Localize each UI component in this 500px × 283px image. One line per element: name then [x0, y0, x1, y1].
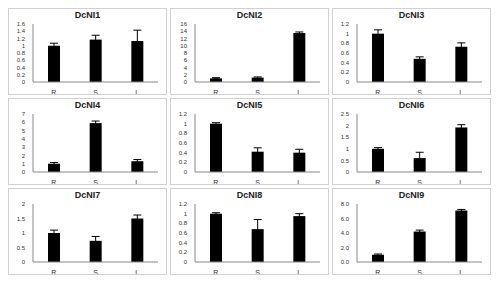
svg-text:2: 2: [346, 123, 350, 129]
svg-text:1.2: 1.2: [341, 21, 350, 27]
svg-text:L: L: [459, 179, 463, 184]
svg-text:1.5: 1.5: [341, 134, 350, 140]
svg-text:0.6: 0.6: [17, 57, 26, 63]
svg-text:0: 0: [346, 169, 350, 175]
svg-text:L: L: [135, 179, 139, 184]
svg-text:0.8: 0.8: [179, 220, 188, 226]
svg-text:2: 2: [22, 201, 26, 207]
svg-text:L: L: [297, 269, 301, 274]
svg-text:R: R: [213, 179, 218, 184]
svg-text:0.2: 0.2: [17, 72, 26, 78]
svg-text:S: S: [93, 179, 98, 184]
svg-text:R: R: [51, 269, 56, 274]
svg-text:1: 1: [184, 211, 188, 217]
svg-text:8: 8: [184, 50, 188, 56]
svg-text:1: 1: [22, 43, 26, 49]
svg-text:16: 16: [180, 21, 187, 27]
svg-text:14: 14: [180, 28, 187, 34]
svg-text:0.8: 0.8: [179, 130, 188, 136]
svg-text:R: R: [51, 89, 56, 94]
svg-text:4.0: 4.0: [341, 230, 350, 236]
svg-text:L: L: [135, 89, 139, 94]
svg-text:6.0: 6.0: [341, 216, 350, 222]
html-text:DcNI8: DcNI8: [236, 190, 263, 200]
svg-text:0.4: 0.4: [17, 65, 26, 71]
svg-text:R: R: [375, 269, 380, 274]
svg-text:1: 1: [22, 230, 26, 236]
svg-text:1: 1: [184, 121, 188, 127]
svg-text:0.4: 0.4: [179, 240, 188, 246]
svg-text:0.5: 0.5: [341, 158, 350, 164]
svg-text:0: 0: [22, 259, 26, 265]
svg-text:0: 0: [184, 259, 188, 265]
svg-text:8.0: 8.0: [341, 201, 350, 207]
svg-text:4: 4: [184, 65, 188, 71]
svg-text:7: 7: [22, 111, 26, 117]
svg-text:L: L: [297, 179, 301, 184]
svg-text:0.6: 0.6: [179, 140, 188, 146]
svg-text:1: 1: [346, 31, 350, 37]
svg-text:0: 0: [22, 79, 26, 85]
svg-text:0: 0: [22, 169, 26, 175]
svg-text:0.2: 0.2: [179, 159, 188, 165]
svg-text:2: 2: [184, 72, 188, 78]
html-text:DcNI4: DcNI4: [74, 100, 101, 110]
svg-text:S: S: [255, 269, 260, 274]
svg-text:S: S: [417, 269, 422, 274]
svg-text:S: S: [417, 89, 422, 94]
html-text:DcNI1: DcNI1: [74, 10, 101, 20]
svg-text:0.2: 0.2: [341, 69, 350, 75]
svg-text:L: L: [459, 89, 463, 94]
svg-text:1.2: 1.2: [179, 111, 188, 117]
svg-text:0.0: 0.0: [341, 259, 350, 265]
svg-text:0.8: 0.8: [17, 50, 26, 56]
svg-text:1.5: 1.5: [17, 216, 26, 222]
html-text:DcNI5: DcNI5: [236, 100, 263, 110]
svg-text:0.5: 0.5: [17, 245, 26, 251]
svg-text:S: S: [93, 269, 98, 274]
html-text:DcNI6: DcNI6: [398, 100, 425, 110]
svg-text:3: 3: [22, 144, 26, 150]
svg-text:0.4: 0.4: [341, 60, 350, 66]
svg-text:0.4: 0.4: [179, 150, 188, 156]
svg-text:0: 0: [184, 169, 188, 175]
html-text:DcNI3: DcNI3: [398, 10, 425, 20]
svg-text:2.5: 2.5: [341, 111, 350, 117]
svg-text:S: S: [417, 179, 422, 184]
svg-text:1: 1: [346, 146, 350, 152]
svg-text:1.2: 1.2: [17, 36, 26, 42]
svg-text:S: S: [93, 89, 98, 94]
svg-text:0.6: 0.6: [179, 230, 188, 236]
svg-text:6: 6: [22, 119, 26, 125]
svg-text:0: 0: [184, 79, 188, 85]
svg-text:0.6: 0.6: [341, 50, 350, 56]
svg-text:0.2: 0.2: [179, 249, 188, 255]
svg-text:1.4: 1.4: [17, 28, 26, 34]
svg-text:S: S: [255, 179, 260, 184]
svg-text:R: R: [213, 269, 218, 274]
svg-text:L: L: [459, 269, 463, 274]
svg-text:12: 12: [180, 36, 187, 42]
svg-text:R: R: [213, 89, 218, 94]
svg-text:6: 6: [184, 57, 188, 63]
svg-text:2: 2: [22, 153, 26, 159]
svg-text:0: 0: [346, 79, 350, 85]
html-text:DcNI2: DcNI2: [236, 10, 263, 20]
svg-text:L: L: [297, 89, 301, 94]
svg-text:1: 1: [22, 161, 26, 167]
svg-text:4: 4: [22, 136, 26, 142]
svg-text:10: 10: [180, 43, 187, 49]
svg-text:R: R: [375, 89, 380, 94]
svg-text:R: R: [51, 179, 56, 184]
svg-text:S: S: [255, 89, 260, 94]
svg-text:R: R: [375, 179, 380, 184]
svg-text:5: 5: [22, 128, 26, 134]
svg-text:1.6: 1.6: [17, 21, 26, 27]
svg-text:2.0: 2.0: [341, 245, 350, 251]
svg-text:L: L: [135, 269, 139, 274]
svg-text:1.2: 1.2: [179, 201, 188, 207]
html-text:DcNI7: DcNI7: [74, 190, 101, 200]
svg-text:0.8: 0.8: [341, 40, 350, 46]
html-text:DcNI9: DcNI9: [398, 190, 425, 200]
